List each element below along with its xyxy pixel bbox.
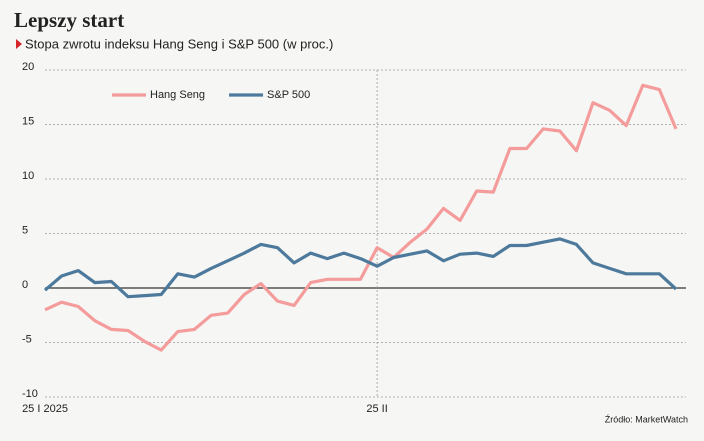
y-tick-label: 15 [22, 115, 34, 127]
chart-title: Lepszy start [14, 8, 124, 32]
y-tick-label: 0 [22, 279, 28, 291]
series-line [44, 83, 678, 352]
source: Źródło: MarketWatch [605, 414, 688, 424]
series-line [43, 237, 678, 299]
y-tick-label: 5 [22, 224, 28, 236]
y-tick-label: -5 [22, 333, 32, 345]
y-tick-label: -10 [22, 388, 38, 400]
y-tick-label: 20 [22, 61, 34, 73]
legend-label: S&P 500 [267, 89, 310, 101]
y-tick-label: 10 [22, 170, 34, 182]
x-tick-label: 25 I 2025 [22, 403, 68, 415]
x-tick-label: 25 II [366, 403, 387, 415]
subtitle-marker [16, 39, 22, 49]
legend-label: Hang Seng [150, 89, 205, 101]
chart-subtitle: Stopa zwrotu indeksu Hang Seng i S&P 500… [25, 36, 333, 51]
